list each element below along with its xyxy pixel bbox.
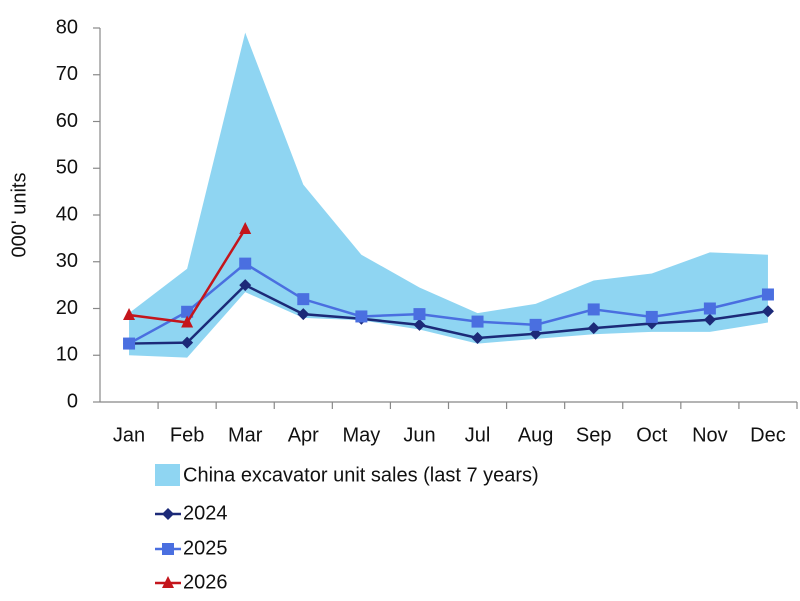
legend-label: 2025 <box>183 537 228 559</box>
x-tick-label: Jul <box>465 424 491 446</box>
x-tick-label: Jan <box>113 424 145 446</box>
x-tick-label: Feb <box>170 424 204 446</box>
y-tick-label: 30 <box>56 250 78 272</box>
y-tick-label: 20 <box>56 297 78 319</box>
legend-label: China excavator unit sales (last 7 years… <box>183 464 539 486</box>
marker <box>123 337 136 350</box>
series-line <box>128 262 769 345</box>
x-tick-label: Apr <box>288 424 319 446</box>
marker <box>162 508 174 520</box>
y-tick-label: 60 <box>56 110 78 132</box>
marker <box>471 315 484 328</box>
y-tick-label: 10 <box>56 344 78 366</box>
marker <box>703 313 716 326</box>
marker <box>297 308 310 321</box>
marker <box>587 303 600 316</box>
marker <box>529 318 542 331</box>
y-tick-label: 0 <box>67 390 78 412</box>
x-tick-label: Oct <box>636 424 668 446</box>
marker <box>645 310 658 323</box>
marker <box>239 279 252 292</box>
x-tick-label: Dec <box>750 424 786 446</box>
range-band <box>129 32 768 358</box>
marker <box>181 305 194 318</box>
marker <box>123 308 136 321</box>
marker <box>587 322 600 335</box>
marker <box>761 288 774 301</box>
y-tick-label: 70 <box>56 63 78 85</box>
marker <box>703 302 716 315</box>
y-tick-label: 80 <box>56 16 78 38</box>
x-tick-label: Sep <box>576 424 612 446</box>
marker <box>413 318 426 331</box>
marker <box>239 222 252 235</box>
marker <box>413 308 426 321</box>
x-tick-label: May <box>342 424 380 446</box>
series-line <box>129 283 769 345</box>
legend-swatch <box>155 464 180 486</box>
marker <box>162 543 174 555</box>
marker <box>181 336 194 349</box>
legend-label: 2026 <box>183 571 228 593</box>
y-tick-label: 50 <box>56 157 78 179</box>
x-tick-label: Jun <box>403 424 435 446</box>
marker <box>181 315 194 328</box>
marker <box>239 257 252 270</box>
marker <box>162 576 174 588</box>
x-tick-label: Aug <box>518 424 554 446</box>
marker <box>471 331 484 344</box>
marker <box>761 305 774 318</box>
x-tick-label: Nov <box>692 424 728 446</box>
legend-label: 2024 <box>183 502 228 524</box>
marker <box>297 293 310 306</box>
x-tick-label: Mar <box>228 424 263 446</box>
y-tick-label: 40 <box>56 203 78 225</box>
marker <box>355 310 368 323</box>
y-axis-label: 000' units <box>8 173 30 258</box>
